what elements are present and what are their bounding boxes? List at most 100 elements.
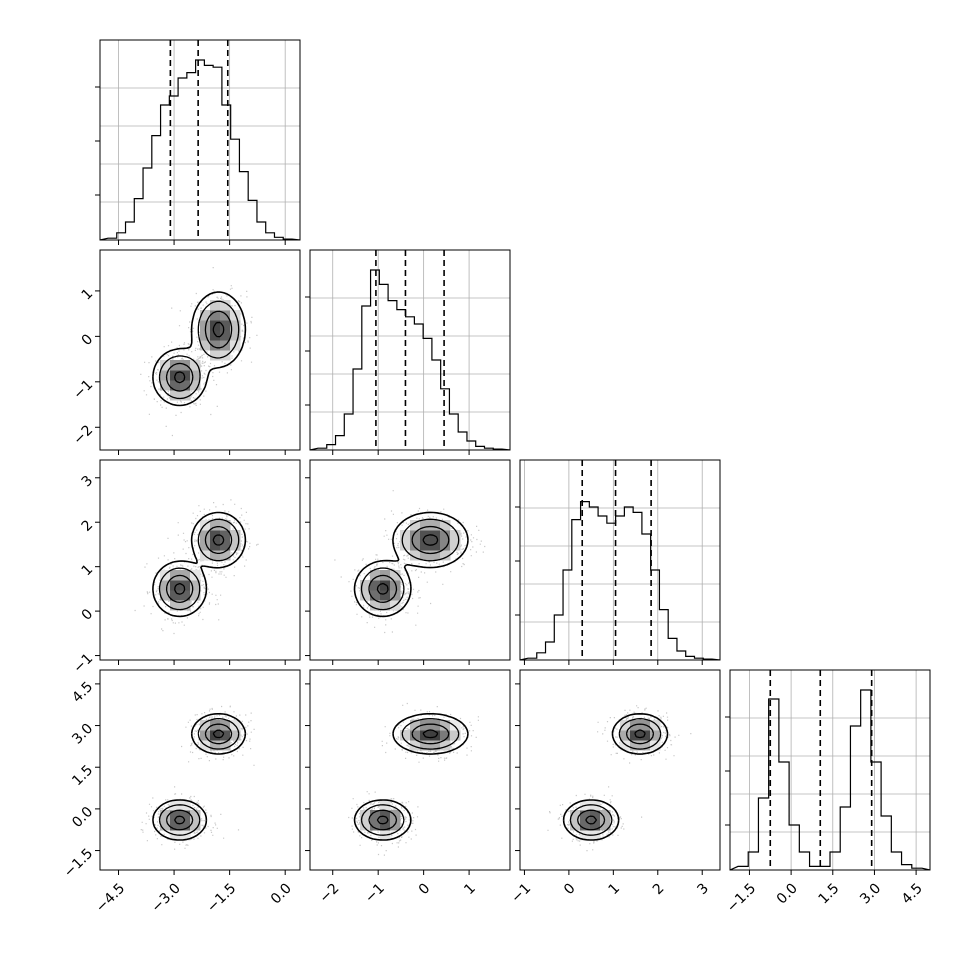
density-cell <box>420 550 431 561</box>
density-cell <box>440 720 451 731</box>
scatter-samples <box>140 267 258 437</box>
density-cell <box>600 810 611 821</box>
density-cell <box>450 530 461 541</box>
contour-level-0 <box>562 713 669 841</box>
density-cell <box>230 330 241 341</box>
density-cell <box>160 590 171 601</box>
y-tick-label: 1.5 <box>69 762 96 789</box>
panel-3-3: −1.5 0.0 1.5 3.0 4.5 <box>724 669 931 916</box>
scatter-samples <box>547 705 692 852</box>
density-cell <box>370 600 381 611</box>
density-cell <box>640 740 651 751</box>
density-cell <box>210 530 221 541</box>
density-cell <box>170 390 181 401</box>
density-cell <box>450 540 461 551</box>
density-cell <box>600 820 611 831</box>
density-cell <box>180 380 191 391</box>
panel-3-0: −4.5 −3.0 −1.5 0.0 −1.5 0.0 1.5 3.0 4.5 <box>61 669 301 916</box>
density-cell <box>220 350 231 361</box>
contour-level-0 <box>353 713 469 841</box>
density-cell <box>210 540 221 551</box>
density-cell <box>650 740 661 751</box>
contour-level-1 <box>360 518 460 611</box>
x-tick-label: −4.5 <box>93 880 128 915</box>
density-cell <box>410 530 421 541</box>
density-cell <box>210 340 221 351</box>
panel-frame <box>309 249 511 451</box>
x-tick-label: −3.0 <box>148 880 183 915</box>
density-cell <box>220 530 231 541</box>
density-cell <box>220 740 231 751</box>
panel-frame <box>519 669 721 871</box>
panel-frame <box>99 249 301 451</box>
density-cell <box>220 320 231 331</box>
density-cell <box>220 330 231 341</box>
density-cell <box>410 520 421 531</box>
panel-content <box>100 40 300 240</box>
density-cell <box>200 530 211 541</box>
density-cell <box>210 740 221 751</box>
density-cell <box>410 540 421 551</box>
y-tick-label: 3 <box>79 473 97 491</box>
density-cell <box>170 580 181 591</box>
density-cell <box>360 590 371 601</box>
density-cell <box>580 830 591 841</box>
density-cell <box>360 820 371 831</box>
density-cell <box>200 720 211 731</box>
density-cell <box>410 720 421 731</box>
contour-level-3 <box>585 729 646 825</box>
density-cell <box>580 820 591 831</box>
histogram-step <box>520 501 720 660</box>
panel-content <box>520 460 720 660</box>
density-cell <box>190 360 201 371</box>
density-cell <box>180 590 191 601</box>
y-tick-label: −1 <box>70 377 96 403</box>
panel-1-0: −2 −1 0 1 <box>70 249 301 455</box>
x-tick-label: −1.5 <box>724 880 759 915</box>
density-cell <box>180 830 191 841</box>
density-cell <box>410 550 421 561</box>
y-tick-label: 2 <box>79 517 97 535</box>
density-cell <box>390 570 401 581</box>
x-tick-label: −1.5 <box>204 880 239 915</box>
density-cell <box>210 310 221 321</box>
density-cell <box>200 310 211 321</box>
density-cell <box>220 310 231 321</box>
contour-level-0 <box>152 713 247 841</box>
density-cell <box>440 530 451 541</box>
density-cell <box>170 820 181 831</box>
x-tick-label: −1 <box>362 880 388 906</box>
density-cell <box>220 550 231 561</box>
contour-level-1 <box>158 718 240 836</box>
density-cell <box>420 520 431 531</box>
density-cell <box>590 820 601 831</box>
contour-level-2 <box>368 525 450 603</box>
panel-1-1 <box>305 249 511 455</box>
density-cell <box>570 810 581 821</box>
y-tick-label: −1.5 <box>61 846 96 881</box>
panel-content <box>310 250 510 450</box>
density-cell <box>430 550 441 561</box>
panel-frame <box>519 459 721 661</box>
density-cell <box>200 540 211 551</box>
scatter-samples <box>334 490 486 634</box>
density-cell <box>180 570 191 581</box>
density-cell <box>200 340 211 351</box>
y-tick-label: 1 <box>79 286 97 304</box>
panel-content <box>348 702 479 856</box>
density-cell <box>180 390 191 401</box>
x-tick-label: 3 <box>694 880 712 898</box>
contour-level-3 <box>173 321 225 384</box>
density-cell <box>220 730 231 741</box>
histogram-step <box>100 59 300 240</box>
density-cell <box>430 530 441 541</box>
density-cell <box>210 300 221 311</box>
x-tick-label: −1 <box>508 880 534 906</box>
density-cell <box>440 550 451 561</box>
density-cell <box>650 730 661 741</box>
y-tick-label: −2 <box>70 422 96 448</box>
density-cell <box>430 720 441 731</box>
panel-content <box>730 670 930 870</box>
density-cell <box>440 540 451 551</box>
density-cell <box>410 730 421 741</box>
